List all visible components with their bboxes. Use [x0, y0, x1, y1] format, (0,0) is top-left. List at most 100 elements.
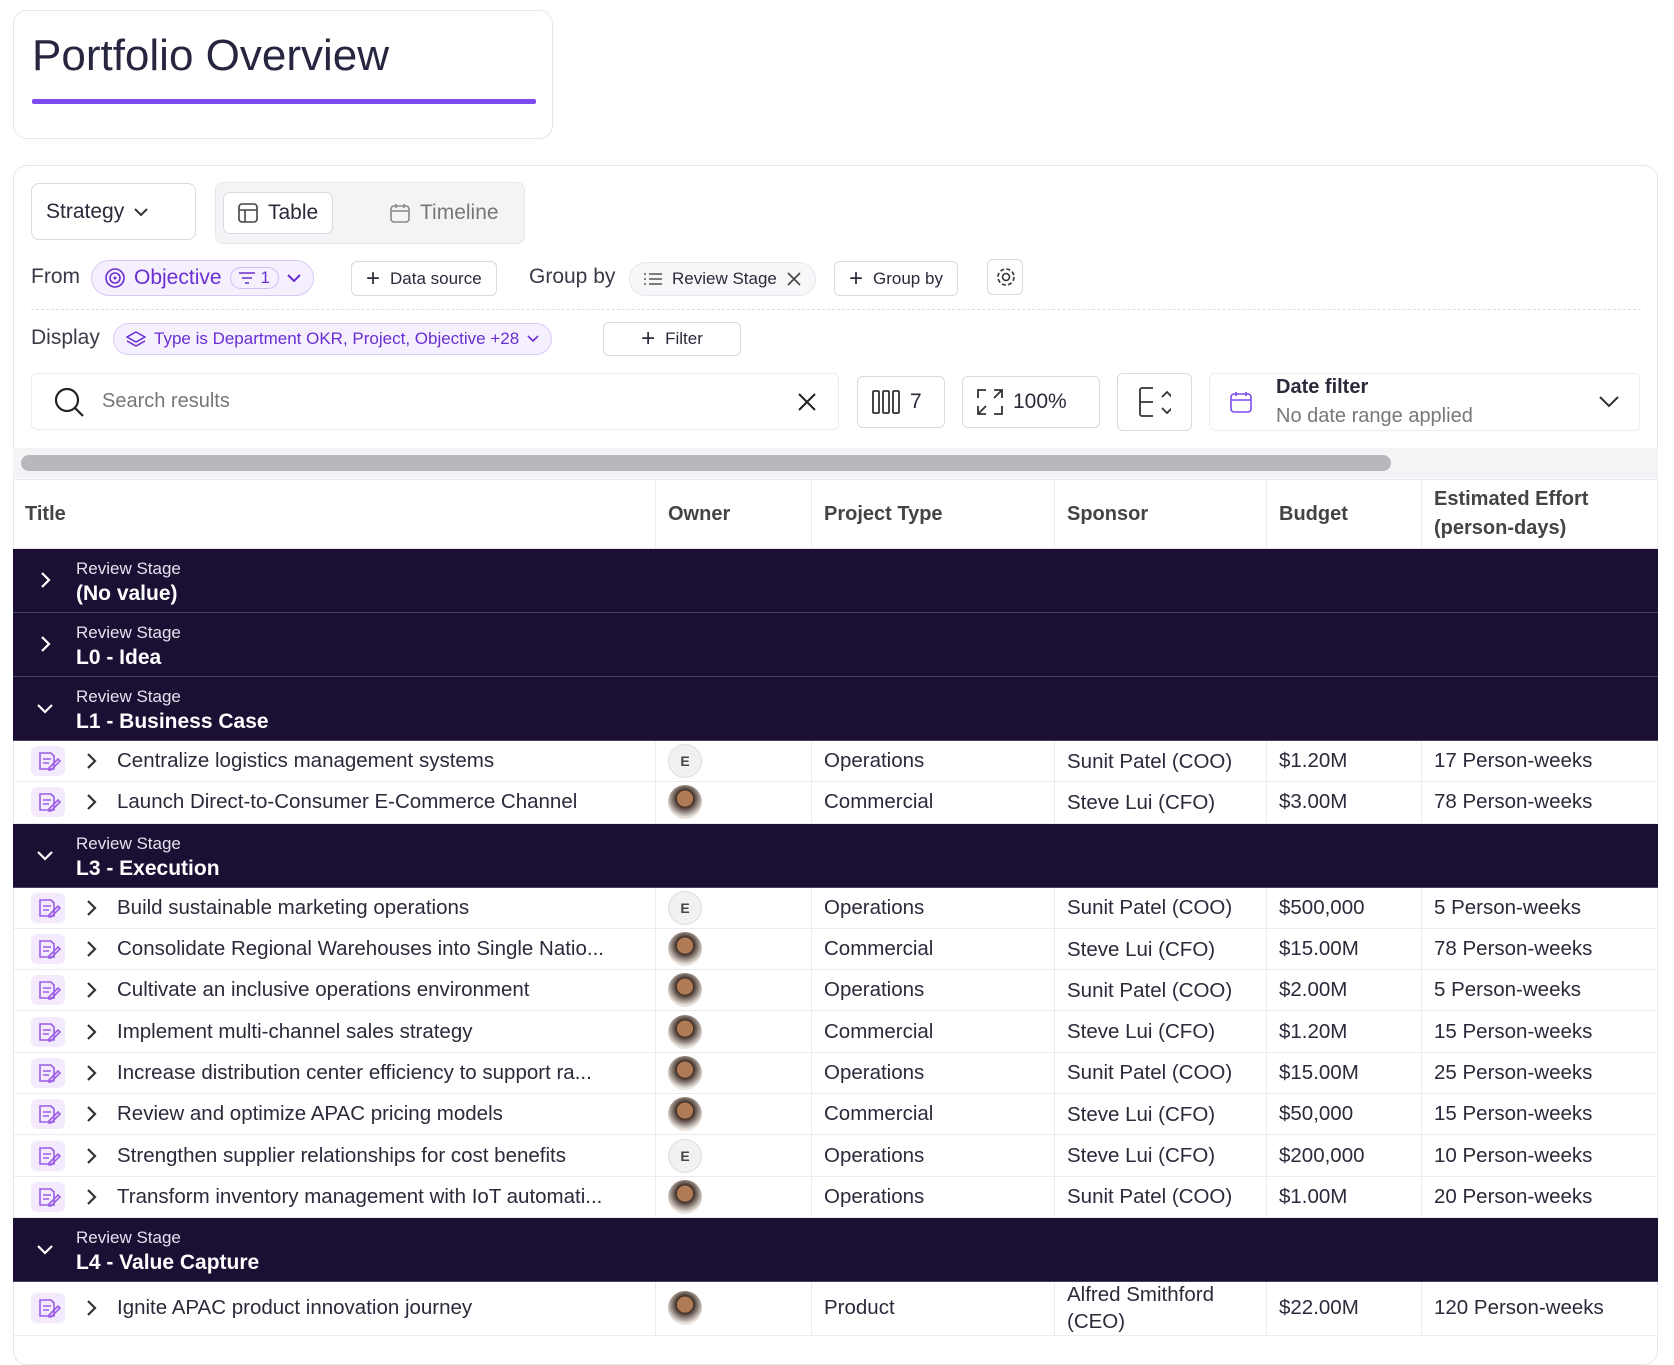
scrollbar-thumb[interactable]	[21, 455, 1391, 471]
group-by-chip[interactable]: Review Stage	[629, 262, 816, 296]
table-row[interactable]: Consolidate Regional Warehouses into Sin…	[13, 928, 1658, 971]
filter-button[interactable]: + Filter	[603, 322, 741, 356]
column-header: Sponsor	[1055, 480, 1267, 548]
effort-cell: 120 Person-weeks	[1422, 1281, 1658, 1335]
sponsor-cell: Steve Lui (CFO)	[1055, 1011, 1267, 1052]
chevron[interactable]	[35, 698, 55, 718]
column-header: Estimated Effort (person-days)	[1422, 480, 1658, 548]
table-header: Title Owner Project Type Sponsor Budget Estim…	[13, 479, 1658, 549]
owner-cell	[656, 1281, 812, 1335]
page: Portfolio Overview Strategy Table Timeli…	[13, 10, 1658, 1365]
column-header: Title	[13, 480, 656, 548]
data-source-button[interactable]: + Data source	[351, 261, 497, 296]
date-filter[interactable]: Date filter No date range applied	[1209, 373, 1640, 431]
search-box[interactable]: Search results	[31, 373, 839, 430]
search-icon	[54, 387, 84, 417]
group-row[interactable]: Review Stage L3 - Execution	[13, 823, 1658, 888]
chevron[interactable]	[35, 634, 55, 654]
effort-cell: 10 Person-weeks	[1422, 1135, 1658, 1176]
table-row[interactable]: Build sustainable marketing operations E O…	[13, 887, 1658, 929]
source-pill[interactable]: Objective 1	[91, 260, 315, 296]
project-icon	[31, 1181, 65, 1212]
clear-icon[interactable]	[798, 392, 816, 411]
chevron[interactable]	[81, 1104, 101, 1124]
chevron[interactable]	[81, 898, 101, 918]
settings-button[interactable]	[987, 259, 1023, 295]
owner-cell	[656, 782, 812, 823]
layers-icon	[126, 331, 146, 347]
table-row[interactable]: Implement multi-channel sales strategy Co…	[13, 1011, 1658, 1053]
project-type-cell: Operations	[812, 1176, 1055, 1217]
title-cell: Transform inventory management with IoT …	[13, 1176, 656, 1217]
display-filter[interactable]: Type is Department OKR, Project, Objecti…	[113, 323, 553, 355]
sponsor-cell: Sunit Patel (COO)	[1055, 741, 1267, 782]
effort-cell: 15 Person-weeks	[1422, 1094, 1658, 1135]
chevron[interactable]	[81, 1298, 101, 1318]
filter-icon	[238, 272, 255, 284]
owner-avatar	[668, 785, 702, 820]
zoom-text: 100%	[1013, 390, 1067, 413]
project-icon	[31, 1293, 65, 1324]
close-icon[interactable]	[787, 272, 801, 286]
owner-cell	[656, 1052, 812, 1094]
budget-cell: $22.00M	[1267, 1281, 1422, 1335]
title-cell: Centralize logistics management systems	[13, 741, 656, 782]
view-selector[interactable]: Strategy	[31, 183, 196, 240]
group-row[interactable]: Review Stage (No value)	[13, 549, 1658, 613]
project-icon	[31, 934, 65, 965]
chevron[interactable]	[81, 1022, 101, 1042]
chevron[interactable]	[35, 1239, 55, 1259]
chevron[interactable]	[35, 570, 55, 590]
sponsor-cell: Alfred Smithford (CEO)	[1055, 1281, 1267, 1335]
table-row[interactable]: Review and optimize APAC pricing models C…	[13, 1094, 1658, 1136]
table-row[interactable]: Cultivate an inclusive operations enviro…	[13, 970, 1658, 1012]
project-type-cell: Commercial	[812, 782, 1055, 823]
row-title[interactable]: Cultivate an inclusive operations enviro…	[117, 978, 530, 1002]
owner-avatar	[668, 1014, 702, 1049]
chevron[interactable]	[81, 1063, 101, 1083]
project-icon	[31, 1016, 65, 1047]
table-row[interactable]: Transform inventory management with IoT …	[13, 1176, 1658, 1218]
group-row[interactable]: Review Stage L1 - Business Case	[13, 677, 1658, 741]
row-title[interactable]: Build sustainable marketing operations	[117, 895, 470, 919]
group-by-button[interactable]: + Group by	[834, 261, 958, 296]
chevron[interactable]	[81, 1146, 101, 1166]
column-header: Budget	[1267, 480, 1422, 548]
row-title[interactable]: Implement multi-channel sales strategy	[117, 1019, 473, 1043]
table-row[interactable]: Centralize logistics management systems E…	[13, 741, 1658, 783]
row-title[interactable]: Ignite APAC product innovation journey	[117, 1296, 473, 1320]
chevron[interactable]	[81, 939, 101, 959]
zoom-button[interactable]: 100%	[962, 376, 1100, 428]
project-type-cell: Commercial	[812, 1094, 1055, 1135]
row-title[interactable]: Launch Direct-to-Consumer E-Commerce Cha…	[117, 790, 578, 814]
table-row[interactable]: Ignite APAC product innovation journey Pr…	[13, 1281, 1658, 1336]
chevron[interactable]	[81, 751, 101, 771]
chevron[interactable]	[35, 845, 55, 865]
group-row[interactable]: Review Stage L4 - Value Capture	[13, 1217, 1658, 1282]
row-title[interactable]: Review and optimize APAC pricing models	[117, 1102, 503, 1126]
table-row[interactable]: Launch Direct-to-Consumer E-Commerce Cha…	[13, 782, 1658, 824]
tab-timeline[interactable]: Timeline	[376, 192, 513, 234]
sponsor-cell: Sunit Patel (COO)	[1055, 970, 1267, 1011]
chevron[interactable]	[81, 1187, 101, 1207]
group-row[interactable]: Review Stage L0 - Idea	[13, 613, 1658, 677]
column-header: Project Type	[812, 480, 1055, 548]
filter-text: Type is Department OKR, Project, Objecti…	[154, 329, 520, 348]
chevron[interactable]	[81, 792, 101, 812]
chevron[interactable]	[81, 980, 101, 1000]
columns-button[interactable]: 7	[857, 376, 945, 428]
divider	[31, 309, 1641, 310]
row-title[interactable]: Centralize logistics management systems	[117, 749, 495, 773]
tab-table[interactable]: Table	[223, 192, 334, 234]
table-row[interactable]: Strengthen supplier relationships for co…	[13, 1135, 1658, 1177]
row-title[interactable]: Consolidate Regional Warehouses into Sin…	[117, 937, 604, 961]
fit-button[interactable]	[1117, 373, 1192, 431]
plus-icon: +	[366, 264, 381, 292]
main-panel	[13, 165, 1658, 1365]
table-row[interactable]: Increase distribution center efficiency …	[13, 1052, 1658, 1095]
sponsor-cell: Sunit Patel (COO)	[1055, 887, 1267, 928]
chevron	[287, 274, 301, 283]
row-title[interactable]: Transform inventory management with IoT …	[117, 1184, 603, 1208]
row-title[interactable]: Increase distribution center efficiency …	[117, 1060, 592, 1084]
row-title[interactable]: Strengthen supplier relationships for co…	[117, 1143, 566, 1167]
